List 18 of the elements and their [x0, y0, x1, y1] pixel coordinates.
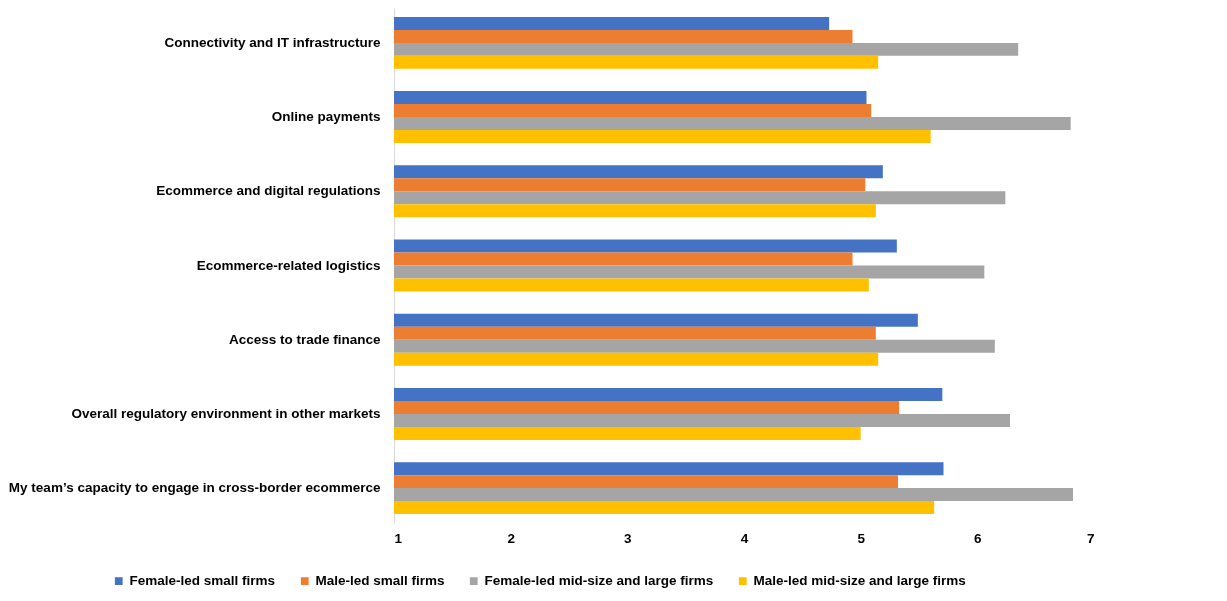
x-tick-label: 1: [394, 530, 403, 546]
x-tick-label: 2: [507, 530, 515, 546]
y-tick-label: Connectivity and IT infrastructure: [164, 34, 381, 50]
x-tick-label: 7: [1086, 530, 1095, 546]
y-tick-label: Online payments: [271, 109, 381, 125]
y-tick-label: Ecommerce-related logistics: [196, 257, 381, 273]
y-tick-label: Overall regulatory environment in other markets: [71, 405, 381, 421]
legend-label: Female-led small firms: [129, 573, 276, 589]
x-tick-label: 5: [857, 530, 866, 546]
y-tick-label: Ecommerce and digital regulations: [156, 183, 381, 199]
x-tick-label: 3: [624, 530, 633, 546]
x-tick-label: 6: [974, 530, 983, 546]
x-tick-label: 4: [740, 530, 749, 546]
legend-label: Female-led mid-size and large firms: [484, 573, 714, 589]
y-tick-label: My team’s capacity to engage in cross-border ecommerce: [8, 480, 381, 496]
legend-label: Male-led mid-size and large firms: [753, 573, 966, 589]
legend-label: Male-led small firms: [315, 573, 445, 589]
y-tick-label: Access to trade finance: [228, 331, 381, 347]
